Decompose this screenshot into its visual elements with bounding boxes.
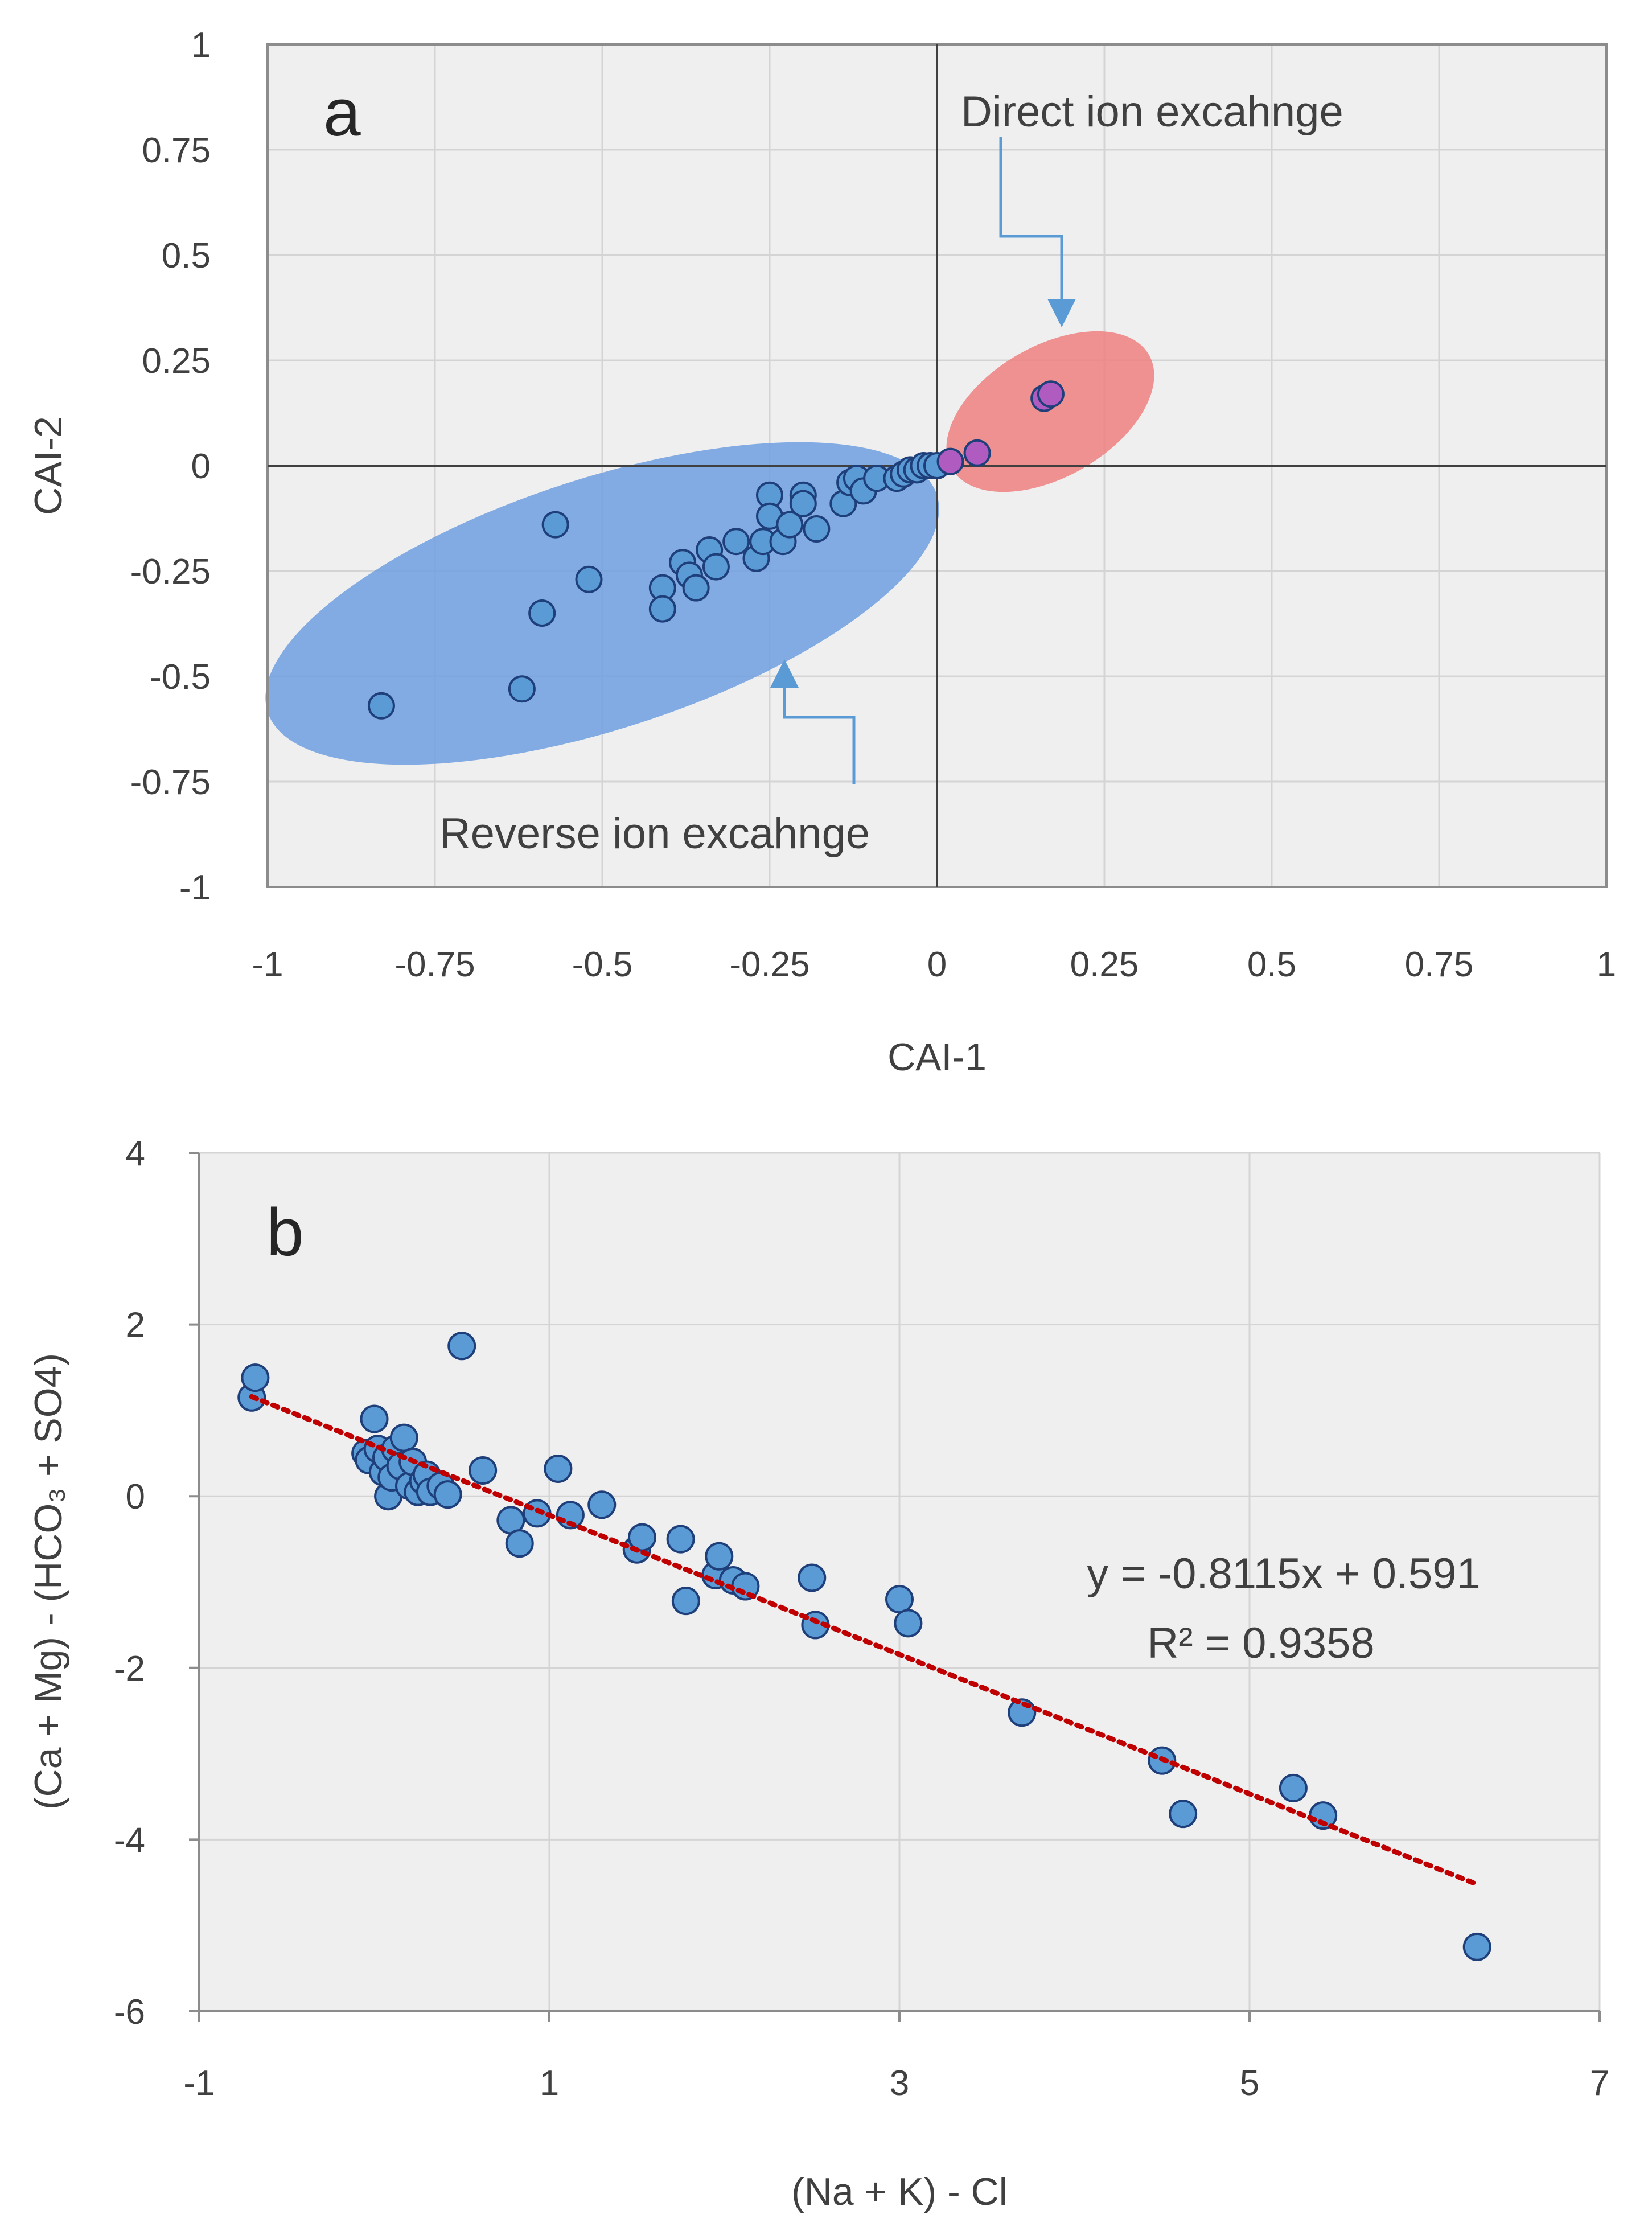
- chart-b-x-tick: -1: [183, 2064, 215, 2103]
- chart-b-y-tick: -2: [114, 1649, 145, 1689]
- chart-b-x-tick-labels: -1 1 3 5 7: [183, 2064, 1609, 2103]
- chart-a-y-tick-labels: 1 0.75 0.5 0.25 0 -0.25 -0.5 -0.75 -1: [130, 26, 211, 907]
- chart-b-gridlines: [199, 1152, 1601, 2011]
- chart-a-point: [722, 528, 750, 556]
- chart-a: -1 -0.75 -0.5 -0.25 0 0.25 0.5 0.75 1 1 0.75 0.5 0.…: [27, 26, 1616, 1079]
- chart-a-point: [702, 553, 730, 581]
- trendline-r-squared: R² = 0.9358: [1147, 1619, 1374, 1667]
- chart-b-y-tick-labels: 4 2 0 -2 -4 -6: [114, 1134, 145, 2032]
- direct-ion-exchange-label: Direct ion excahnge: [961, 88, 1343, 136]
- chart-b-point: [447, 1332, 476, 1361]
- chart-a-point: [575, 565, 603, 593]
- chart-b-y-tick: 4: [126, 1134, 145, 1173]
- chart-b-y-tick: -6: [114, 1992, 145, 2032]
- chart-b-point: [433, 1480, 462, 1509]
- chart-b-y-tick: -4: [114, 1821, 145, 1860]
- chart-b-point: [885, 1585, 914, 1614]
- chart-a-point: [541, 511, 569, 539]
- chart-a-y-tick: -0.75: [130, 763, 211, 802]
- chart-a-point: [936, 447, 964, 475]
- chart-b-point: [671, 1587, 700, 1616]
- chart-b-x-tick: 1: [540, 2064, 559, 2103]
- chart-a-x-tick: 0: [927, 945, 947, 984]
- chart-a-point: [528, 599, 556, 627]
- chart-b-point: [360, 1404, 389, 1433]
- chart-a-x-tick: 0.5: [1247, 945, 1296, 984]
- chart-a-x-tick-labels: -1 -0.75 -0.5 -0.25 0 0.25 0.5 0.75 1: [252, 945, 1616, 984]
- chart-a-x-tick: 0.75: [1405, 945, 1474, 984]
- chart-b-y-tick: 2: [126, 1306, 145, 1345]
- chart-a-y-tick: 0.75: [142, 131, 211, 170]
- chart-a-x-tick: -0.5: [572, 945, 633, 984]
- chart-b: -1 1 3 5 7 420-2-4-6 b y = -0.8115x + 0.591 …: [27, 1134, 1609, 2213]
- chart-a-point: [1037, 380, 1065, 408]
- trendline-equation: y = -0.8115x + 0.591: [1087, 1550, 1481, 1598]
- chart-a-y-tick: -0.25: [130, 552, 211, 591]
- chart-b-point: [1169, 1800, 1198, 1829]
- chart-b-point: [1279, 1773, 1308, 1802]
- chart-b-point: [469, 1456, 498, 1485]
- chart-a-point: [648, 595, 676, 623]
- chart-a-point: [367, 692, 395, 720]
- chart-a-y-tick: -0.5: [150, 658, 211, 697]
- chart-b-point: [587, 1490, 617, 1519]
- chart-b-point: [894, 1609, 923, 1638]
- chart-a-y-tick: 1: [191, 26, 211, 65]
- direct-ion-exchange-region: [946, 331, 1154, 492]
- chart-a-point: [963, 439, 991, 467]
- chart-a-x-tick: 0.25: [1070, 945, 1139, 984]
- chart-a-y-axis-title: CAI-2: [27, 416, 70, 515]
- chart-a-point: [789, 490, 817, 517]
- chart-b-point: [544, 1454, 573, 1483]
- reverse-ion-exchange-label: Reverse ion excahnge: [439, 810, 870, 858]
- panel-b-label: b: [266, 1195, 304, 1270]
- chart-a-x-tick: 1: [1597, 945, 1616, 984]
- chart-b-point: [505, 1529, 534, 1558]
- chart-a-point: [682, 574, 710, 602]
- chart-a-point: [776, 511, 804, 539]
- chart-b-y-tick: 0: [126, 1477, 145, 1517]
- chart-b-axes: [189, 1152, 1601, 2022]
- chart-b-point: [1462, 1932, 1491, 1961]
- chart-b-point: [666, 1525, 695, 1554]
- chart-b-x-axis-title: (Na + K) - Cl: [791, 2170, 1008, 2213]
- chart-b-point: [798, 1563, 827, 1592]
- trendline: [249, 1394, 1480, 1887]
- chart-b-x-tick: 3: [890, 2064, 909, 2103]
- reverse-arrow: [770, 659, 856, 784]
- panel-a-label: a: [323, 75, 361, 150]
- chart-b-point: [241, 1363, 270, 1392]
- direct-arrow: [999, 137, 1076, 327]
- chart-b-points: [237, 1332, 1491, 1961]
- chart-a-y-tick: 0: [191, 447, 211, 486]
- chart-a-point: [803, 515, 831, 543]
- chart-a-x-tick: -0.25: [729, 945, 809, 984]
- chart-a-y-tick: 0.25: [142, 342, 211, 381]
- chart-a-x-axis-title: CAI-1: [887, 1036, 987, 1079]
- chart-a-y-tick: 0.5: [162, 236, 211, 276]
- chart-a-y-tick: -1: [179, 868, 211, 907]
- chart-a-points: [367, 380, 1065, 720]
- chart-b-y-axis-title: (Ca + Mg) - (HCO₃ + SO4): [27, 1353, 70, 1810]
- chart-b-x-tick: 7: [1590, 2064, 1609, 2103]
- chart-b-point: [705, 1542, 734, 1571]
- chart-a-x-tick: -0.75: [394, 945, 475, 984]
- chart-b-x-tick: 5: [1240, 2064, 1259, 2103]
- chart-a-point: [508, 675, 536, 703]
- chart-b-point: [389, 1423, 418, 1452]
- chart-a-x-tick: -1: [252, 945, 283, 984]
